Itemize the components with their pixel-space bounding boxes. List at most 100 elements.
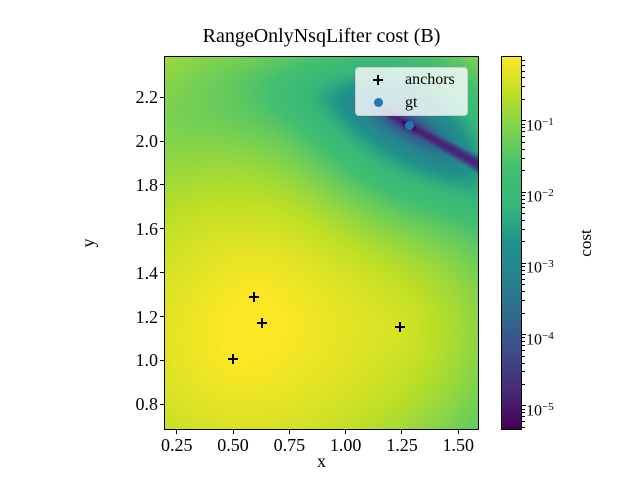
- colorbar-minor-tick: [522, 228, 525, 230]
- colorbar-tick-label: 10−2: [526, 187, 554, 206]
- y-tick-label: 2.0: [135, 131, 159, 152]
- gt-marker: [404, 121, 414, 131]
- colorbar-minor-tick: [522, 371, 525, 373]
- colorbar-minor-tick: [522, 141, 525, 143]
- x-tick-label: 1.50: [442, 435, 475, 455]
- colorbar-minor-tick: [522, 170, 525, 172]
- colorbar-minor-tick: [522, 341, 525, 343]
- colorbar-minor-tick: [522, 64, 525, 66]
- y-axis-label: y: [78, 238, 98, 248]
- x-tick-label: 1.25: [386, 435, 418, 455]
- colorbar: [501, 56, 522, 430]
- colorbar-minor-tick: [522, 77, 525, 79]
- colorbar-minor-tick: [522, 123, 525, 125]
- x-tick-label: 1.00: [329, 435, 362, 455]
- colorbar-minor-tick: [522, 421, 525, 423]
- plot-area: [164, 56, 479, 430]
- x-tick-mark: [288, 430, 290, 434]
- y-tick-mark: [160, 359, 164, 361]
- x-tick-mark: [176, 430, 178, 434]
- colorbar-minor-tick: [522, 284, 525, 286]
- colorbar-minor-tick: [522, 278, 525, 280]
- colorbar-minor-tick: [522, 273, 525, 275]
- colorbar-major-tick: [522, 262, 526, 264]
- legend-label-anchors: anchors: [405, 70, 455, 88]
- colorbar-minor-tick: [522, 148, 525, 150]
- anchor-marker: [249, 292, 260, 302]
- colorbar-minor-tick: [522, 416, 525, 418]
- colorbar-tick-label: 10−5: [526, 400, 554, 420]
- legend-item-anchors: anchors: [356, 68, 467, 91]
- x-tick-label: 0.50: [217, 435, 249, 455]
- colorbar-major-tick: [522, 405, 526, 407]
- colorbar-minor-tick: [522, 70, 525, 72]
- y-tick-mark: [160, 316, 164, 318]
- colorbar-minor-tick: [522, 408, 525, 410]
- legend-label-gt: gt: [405, 93, 418, 111]
- colorbar-minor-tick: [522, 412, 525, 414]
- x-tick-mark: [232, 430, 234, 434]
- y-tick-mark: [160, 272, 164, 274]
- colorbar-major-tick: [522, 334, 526, 336]
- x-tick-label: 0.25: [160, 435, 193, 455]
- x-axis-label: x: [317, 451, 326, 471]
- x-tick-mark: [345, 430, 347, 434]
- colorbar-minor-tick: [522, 355, 525, 357]
- plot-title: RangeOnlyNsqLifter cost (B): [202, 25, 441, 47]
- colorbar-minor-tick: [522, 312, 525, 314]
- colorbar-minor-tick: [522, 98, 525, 100]
- anchor-marker: [394, 321, 405, 332]
- colorbar-minor-tick: [522, 337, 525, 339]
- colorbar-minor-tick: [522, 202, 525, 204]
- gt-marker-icon: [373, 98, 383, 107]
- anchor-marker: [228, 353, 239, 364]
- colorbar-tick-label: 10−3: [526, 258, 554, 277]
- colorbar-minor-tick: [522, 426, 525, 428]
- x-tick-mark: [457, 430, 459, 434]
- colorbar-minor-tick: [522, 241, 525, 243]
- x-tick-label: 0.75: [273, 435, 306, 455]
- colorbar-minor-tick: [522, 194, 525, 196]
- y-tick-label: 1.4: [135, 262, 159, 283]
- anchor-marker: [257, 318, 268, 329]
- colorbar-minor-tick: [522, 60, 525, 62]
- colorbar-major-tick: [522, 191, 526, 193]
- colorbar-minor-tick: [522, 383, 525, 385]
- colorbar-minor-tick: [522, 266, 525, 268]
- y-tick-label: 1.0: [135, 350, 159, 371]
- y-tick-mark: [160, 228, 164, 230]
- colorbar-major-tick: [522, 120, 526, 122]
- colorbar-minor-tick: [522, 207, 525, 209]
- y-tick-mark: [160, 184, 164, 186]
- colorbar-minor-tick: [522, 157, 525, 159]
- colorbar-minor-tick: [522, 127, 525, 129]
- y-tick-mark: [160, 403, 164, 405]
- y-tick-mark: [160, 140, 164, 142]
- colorbar-axis-label: cost: [576, 229, 595, 257]
- y-tick-label: 1.8: [135, 174, 159, 195]
- plus-marker-icon: [373, 74, 383, 85]
- y-tick-mark: [160, 96, 164, 98]
- colorbar-tick-label: 10−1: [526, 115, 554, 135]
- colorbar-minor-tick: [522, 198, 525, 200]
- y-tick-label: 1.6: [135, 218, 159, 239]
- y-tick-label: 0.8: [135, 394, 159, 415]
- legend-item-gt: gt: [356, 91, 467, 114]
- heatmap-canvas: [165, 57, 478, 429]
- y-tick-label: 2.2: [135, 87, 159, 108]
- colorbar-minor-tick: [522, 213, 525, 215]
- colorbar-minor-tick: [522, 131, 525, 133]
- colorbar-minor-tick: [522, 345, 525, 347]
- colorbar-tick-label: 10−4: [526, 329, 554, 348]
- colorbar-minor-tick: [522, 269, 525, 271]
- y-tick-label: 1.2: [135, 306, 159, 327]
- colorbar-minor-tick: [522, 86, 525, 88]
- colorbar-minor-tick: [522, 291, 525, 293]
- colorbar-minor-tick: [522, 300, 525, 302]
- colorbar-minor-tick: [522, 136, 525, 138]
- colorbar-minor-tick: [522, 219, 525, 221]
- colorbar-minor-tick: [522, 362, 525, 364]
- legend: anchors gt: [355, 67, 468, 116]
- colorbar-minor-tick: [522, 349, 525, 351]
